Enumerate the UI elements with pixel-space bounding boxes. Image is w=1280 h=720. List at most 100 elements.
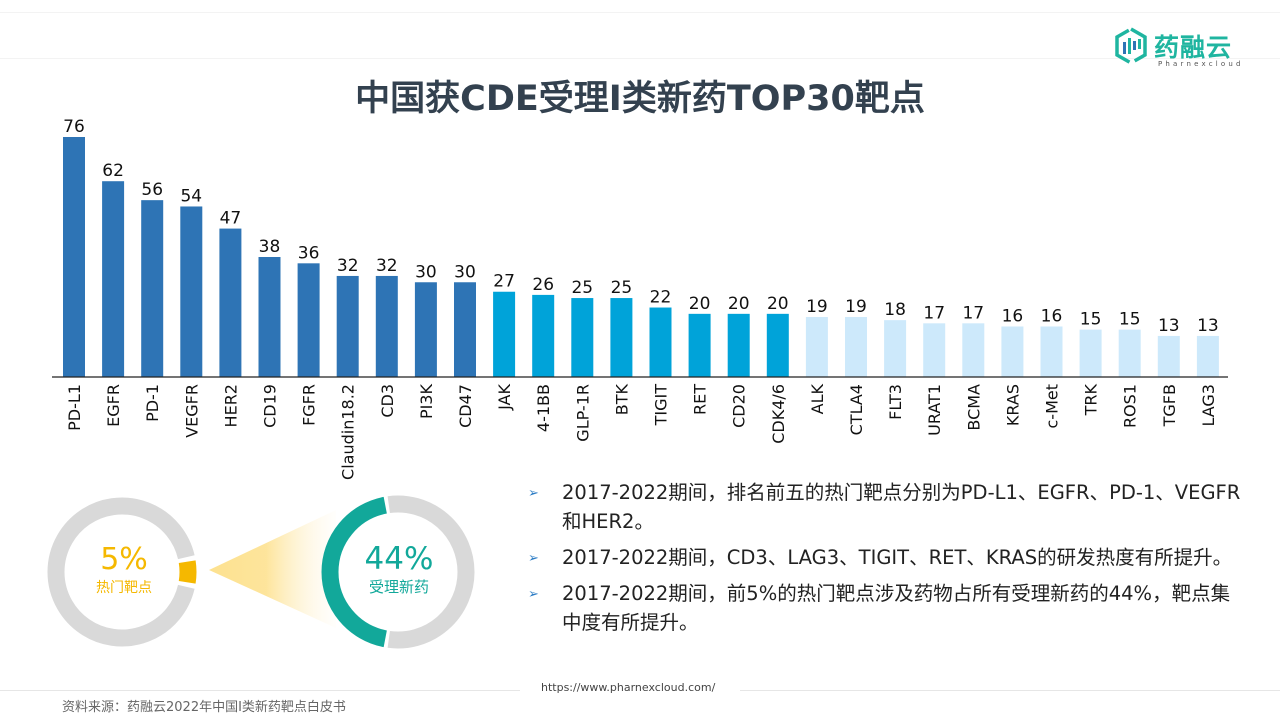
category-label: URAT1 bbox=[925, 384, 944, 436]
category-label: JAK bbox=[495, 383, 514, 410]
footer-source: 资料来源：药融云2022年中国I类新药靶点白皮书 bbox=[62, 700, 346, 715]
data-label: 30 bbox=[454, 262, 476, 282]
category-label: EGFR bbox=[104, 384, 123, 427]
donut-graphics bbox=[47, 495, 475, 649]
logo-subtext: Pharnexcloud bbox=[1158, 60, 1244, 68]
arrow-bullet-icon: ➢ bbox=[528, 587, 539, 602]
finding-text: 2017-2022期间，前5%的热门靶点涉及药物占所有受理新药的44%，靶点集中… bbox=[562, 582, 1231, 634]
finding-item: ➢ 2017-2022期间，排名前五的热门靶点分别为PD-L1、EGFR、PD-… bbox=[526, 478, 1246, 536]
footer-divider bbox=[740, 690, 1280, 691]
donut-left-value: 5% bbox=[100, 542, 148, 577]
bar-KRAS bbox=[1001, 326, 1024, 377]
category-label: TRK bbox=[1082, 384, 1101, 417]
data-label: 20 bbox=[689, 294, 711, 314]
data-label: 20 bbox=[767, 294, 789, 314]
donut-hot-targets bbox=[47, 497, 197, 647]
logo-hexagon-icon bbox=[1115, 26, 1147, 66]
category-label: KRAS bbox=[1003, 384, 1022, 426]
donut-left-highlight bbox=[178, 560, 197, 584]
page-title: 中国获CDE受理I类新药TOP30靶点 bbox=[355, 79, 925, 119]
donut-right-value: 44% bbox=[364, 541, 434, 577]
bar-PD-L1 bbox=[63, 137, 85, 377]
data-label: 27 bbox=[493, 272, 515, 292]
data-label: 15 bbox=[1080, 310, 1102, 330]
bar-TRK bbox=[1079, 329, 1102, 377]
bar-URAT1 bbox=[923, 323, 946, 377]
category-label: CD19 bbox=[261, 384, 280, 428]
category-label: PI3K bbox=[417, 384, 436, 420]
category-label: ALK bbox=[808, 384, 827, 415]
data-label: 18 bbox=[884, 300, 906, 320]
donut-right-remainder bbox=[387, 495, 475, 649]
donut-left-label: 5% 热门靶点 bbox=[64, 543, 184, 597]
logo-text: 药融云 bbox=[1154, 33, 1233, 62]
background-line bbox=[0, 58, 1280, 59]
category-label: LAG3 bbox=[1199, 384, 1218, 427]
arrow-bullet-icon: ➢ bbox=[528, 551, 539, 566]
data-label: 54 bbox=[180, 186, 202, 206]
data-label: 36 bbox=[298, 243, 320, 263]
data-label: 62 bbox=[102, 161, 124, 181]
category-label: CD20 bbox=[730, 384, 749, 428]
finding-text: 2017-2022期间，排名前五的热门靶点分别为PD-L1、EGFR、PD-1、… bbox=[562, 481, 1241, 533]
data-label: 20 bbox=[728, 294, 750, 314]
bar-CD3 bbox=[375, 275, 398, 377]
key-findings-list: ➢ 2017-2022期间，排名前五的热门靶点分别为PD-L1、EGFR、PD-… bbox=[526, 478, 1246, 644]
bar-TIGIT bbox=[649, 307, 672, 377]
background-line bbox=[0, 12, 1280, 13]
donut-right-label: 44% 受理新药 bbox=[337, 542, 461, 597]
data-label: 25 bbox=[611, 278, 633, 298]
bar-FLT3 bbox=[884, 320, 907, 377]
footer-url-link[interactable]: https://www.pharnexcloud.com/ bbox=[541, 681, 716, 694]
footer-divider bbox=[0, 690, 520, 691]
category-label: FLT3 bbox=[886, 384, 905, 420]
finding-text: 2017-2022期间，CD3、LAG3、TIGIT、RET、KRAS的研发热度… bbox=[562, 546, 1233, 569]
bar-LAG3 bbox=[1196, 335, 1219, 377]
data-label: 22 bbox=[650, 288, 672, 308]
data-label: 19 bbox=[845, 297, 867, 317]
data-label: 38 bbox=[259, 237, 281, 257]
donut-left-caption: 热门靶点 bbox=[96, 580, 152, 596]
data-label: 76 bbox=[63, 117, 85, 137]
bar-CD20 bbox=[727, 313, 750, 377]
bar-TGFB bbox=[1157, 335, 1180, 377]
category-label: CD3 bbox=[378, 384, 397, 418]
data-label: 32 bbox=[376, 256, 398, 276]
bar-HER2 bbox=[219, 228, 242, 377]
data-label: 13 bbox=[1158, 316, 1180, 336]
bar-FGFR bbox=[297, 263, 320, 377]
data-label: 56 bbox=[141, 180, 163, 200]
finding-item: ➢ 2017-2022期间，CD3、LAG3、TIGIT、RET、KRAS的研发… bbox=[526, 543, 1246, 572]
bar-4-1BB bbox=[532, 294, 555, 377]
data-label: 32 bbox=[337, 256, 359, 276]
bar-GLP-1R bbox=[571, 298, 594, 377]
bar-BCMA bbox=[962, 323, 985, 377]
donut-right-highlight bbox=[321, 496, 388, 648]
category-label: CDK4/6 bbox=[769, 384, 788, 444]
donut-left-remainder bbox=[47, 497, 195, 647]
data-label: 13 bbox=[1197, 316, 1219, 336]
bar-Claudin18.2 bbox=[336, 275, 359, 377]
bar-PD-1 bbox=[141, 200, 164, 377]
category-label: CTLA4 bbox=[847, 384, 866, 435]
bar-EGFR bbox=[102, 181, 125, 377]
bar-VEGFR bbox=[180, 206, 203, 377]
data-label: 26 bbox=[532, 275, 554, 295]
category-label: FGFR bbox=[300, 384, 319, 426]
category-label: RET bbox=[691, 384, 710, 415]
category-label: VEGFR bbox=[182, 384, 201, 438]
category-label: HER2 bbox=[221, 384, 240, 427]
bar-CD19 bbox=[258, 257, 281, 377]
category-label: CD47 bbox=[456, 384, 475, 428]
bar-ROS1 bbox=[1118, 329, 1141, 377]
bar-BTK bbox=[610, 298, 633, 377]
data-label: 16 bbox=[1041, 306, 1063, 326]
bar-ALK bbox=[805, 317, 828, 377]
data-label: 25 bbox=[571, 278, 593, 298]
finding-item: ➢ 2017-2022期间，前5%的热门靶点涉及药物占所有受理新药的44%，靶点… bbox=[526, 579, 1246, 637]
category-label: Claudin18.2 bbox=[339, 384, 358, 480]
donut-accepted-drugs bbox=[321, 495, 475, 649]
donut-right-caption: 受理新药 bbox=[368, 578, 429, 596]
data-label: 15 bbox=[1119, 310, 1141, 330]
